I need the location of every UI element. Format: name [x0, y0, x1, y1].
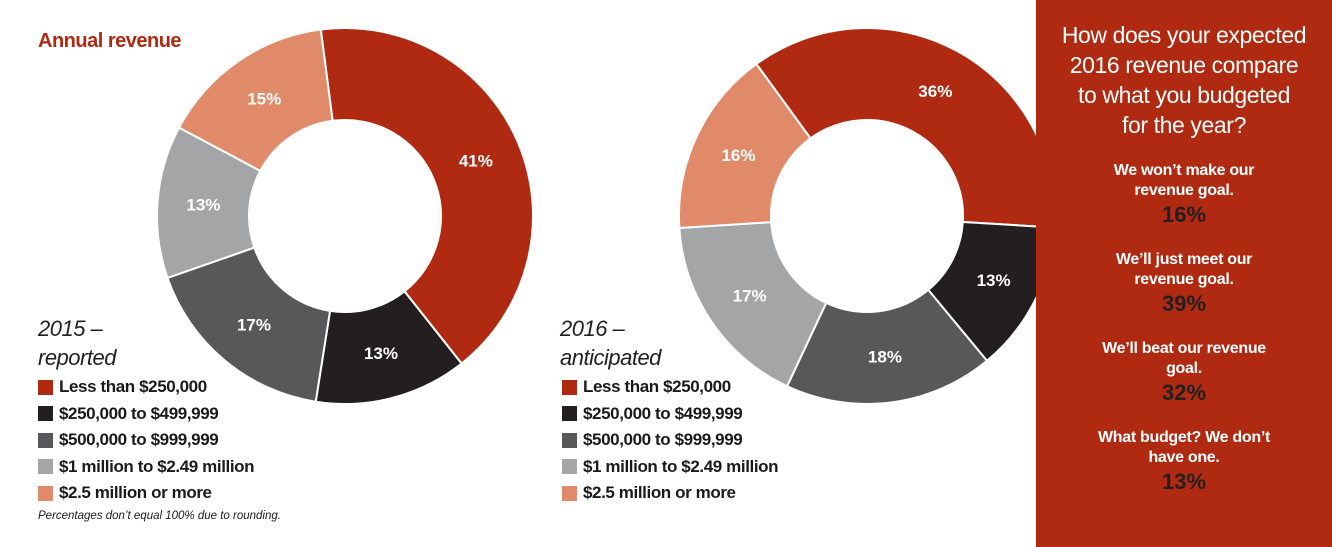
legend-label: $500,000 to $999,999 [59, 430, 219, 450]
answer-percentage: 39% [1161, 291, 1207, 316]
answer-item: We’ll beat our revenue goal. 32% [1044, 339, 1324, 428]
legend-label: Less than $250,000 [583, 377, 731, 397]
donut-segment-500k-1m [166, 246, 332, 403]
answer-item: What budget? We don’t have one. 13% [1044, 428, 1324, 517]
donut-data-label: 13% [977, 271, 1011, 290]
legend-swatch [38, 459, 53, 475]
donut-segment-2.5m-plus [678, 62, 812, 230]
legend-swatch [562, 406, 577, 422]
legend-item: $2.5 million or more [562, 480, 778, 507]
donut-segment-2.5m-plus [177, 28, 334, 173]
donut-chart-2015: 41% 13% 17% 13% 15% [156, 27, 534, 405]
side-panel: How does your expected 2016 revenue comp… [1036, 0, 1332, 547]
answer-item: We’ll just meet our revenue goal. 39% [1044, 250, 1324, 339]
side-question-line: to what you budgeted [1078, 82, 1290, 108]
legend-2016: Less than $250,000 $250,000 to $499,999 … [562, 374, 779, 507]
legend-swatch [562, 485, 577, 501]
legend-item: $1 million to $2.49 million [562, 454, 779, 481]
side-question-line: for the year? [1122, 112, 1246, 138]
chart-label-2015-line1: 2015 – [38, 316, 103, 341]
donut-charts-canvas: 41% 13% 17% 13% 15% 36% 13% 18% 17% 16% [156, 27, 1036, 405]
chart-label-2015: 2015 – reported [38, 314, 116, 372]
legend-item: $2.5 million or more [38, 480, 254, 507]
legend-swatch [38, 432, 53, 448]
answer-percentage: 13% [1161, 469, 1207, 494]
legend-label: $2.5 million or more [583, 483, 736, 503]
chart-title: Annual revenue [38, 30, 182, 52]
legend-label: $250,000 to $499,999 [583, 403, 743, 423]
legend-label: $1 million to $2.49 million [583, 456, 779, 476]
legend-label: Less than $250,000 [59, 377, 207, 397]
legend-label: $250,000 to $499,999 [59, 403, 219, 423]
legend-item: $500,000 to $999,999 [562, 427, 778, 454]
legend-item: Less than $250,000 [562, 374, 778, 401]
legend-swatch [562, 379, 577, 395]
legend-swatch [38, 379, 53, 395]
donut-data-label: 17% [733, 286, 767, 305]
donut-data-label: 41% [459, 151, 493, 170]
legend-swatch [562, 432, 577, 448]
chart-label-2016-line2: anticipated [560, 345, 661, 370]
side-question: How does your expected 2016 revenue comp… [1050, 20, 1318, 140]
answer-text: What budget? We don’t have one. [1097, 429, 1271, 466]
answer-text: We’ll just meet our revenue goal. [1115, 251, 1253, 288]
answer-text: We won’t make our revenue goal. [1113, 162, 1255, 199]
chart-label-2016: 2016 – anticipated [560, 314, 661, 372]
donut-segment-1m-2.5m [678, 221, 828, 388]
answer-text: We’ll beat our revenue goal. [1102, 340, 1266, 377]
donut-data-label: 17% [237, 315, 271, 334]
answer-percentage: 32% [1161, 380, 1207, 405]
chart-label-2015-line2: reported [38, 345, 116, 370]
donut-chart-2016: 36% 13% 18% 17% 16% [678, 27, 1036, 405]
donut-data-label: 18% [868, 347, 902, 366]
legend-label: $500,000 to $999,999 [583, 430, 743, 450]
side-answers: We won’t make our revenue goal. 16% We’l… [1044, 161, 1324, 517]
donut-data-label: 15% [247, 90, 281, 109]
legend-item: $250,000 to $499,999 [38, 401, 254, 428]
donut-segment-lt250k [319, 27, 534, 365]
donut-segment-500k-1m [785, 288, 989, 405]
donut-data-label: 13% [364, 344, 398, 363]
side-question-line: 2016 revenue compare [1069, 52, 1299, 78]
legend-swatch [38, 485, 53, 501]
donut-data-label: 16% [721, 146, 755, 165]
legend-item: $500,000 to $999,999 [38, 427, 254, 454]
legend-swatch [562, 459, 577, 475]
donut-segment-lt250k [754, 27, 1036, 228]
answer-percentage: 16% [1161, 202, 1207, 227]
donut-data-label: 13% [186, 196, 220, 215]
legend-2015: Less than $250,000 $250,000 to $499,999 … [38, 374, 255, 507]
legend-item: Less than $250,000 [38, 374, 254, 401]
legend-item: $1 million to $2.49 million [38, 454, 255, 481]
footnote: Percentages don’t equal 100% due to roun… [38, 510, 281, 522]
side-question-line: How does your expected [1061, 22, 1307, 48]
answer-item: We won’t make our revenue goal. 16% [1044, 161, 1324, 250]
legend-label: $1 million to $2.49 million [59, 456, 255, 476]
legend-item: $250,000 to $499,999 [562, 401, 778, 428]
chart-label-2016-line1: 2016 – [560, 316, 625, 341]
legend-swatch [38, 406, 53, 422]
legend-label: $2.5 million or more [59, 483, 212, 503]
donut-data-label: 36% [918, 82, 952, 101]
